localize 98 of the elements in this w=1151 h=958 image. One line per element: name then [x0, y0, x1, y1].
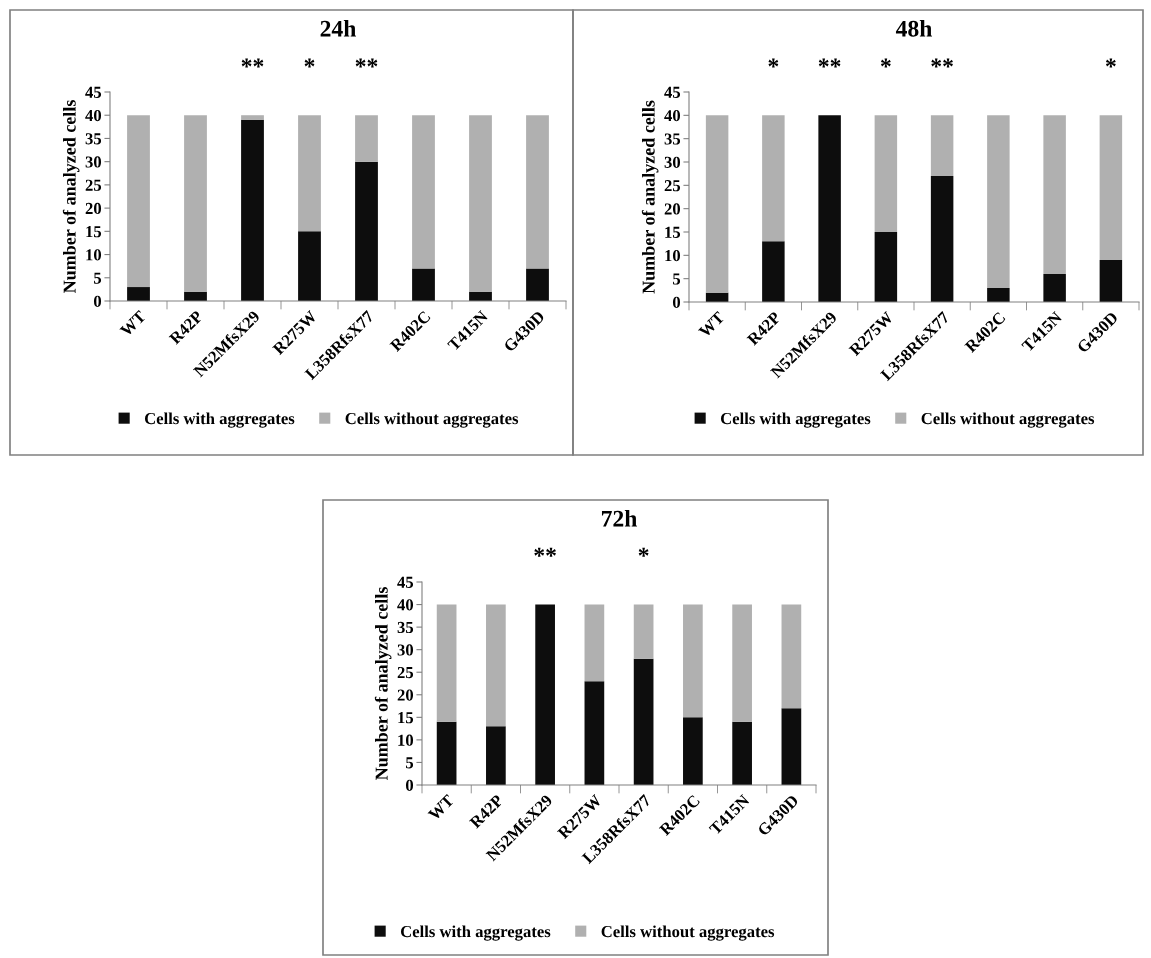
- annotation: *: [880, 58, 891, 68]
- bar: [584, 604, 605, 682]
- bar: [1043, 115, 1066, 274]
- bar: [683, 717, 703, 785]
- bar: [781, 708, 802, 785]
- x-tick-label: WT: [119, 309, 147, 338]
- bar: [633, 658, 654, 785]
- chart-title: 48h: [895, 20, 933, 37]
- y-tick-label: 30: [85, 156, 102, 168]
- annotation: **: [818, 58, 841, 68]
- y-tick-label: 15: [665, 226, 681, 238]
- y-tick-label: 30: [397, 644, 414, 656]
- y-tick-label: 10: [86, 249, 102, 261]
- y-axis-title: Number of analyzed cells: [374, 587, 392, 781]
- bar: [355, 115, 378, 162]
- bar: [469, 115, 492, 292]
- bar: [762, 115, 785, 242]
- annotation: *: [768, 58, 779, 68]
- y-tick-label: 35: [397, 621, 414, 634]
- bar: [241, 115, 264, 120]
- bar: [874, 115, 898, 232]
- bar: [535, 604, 555, 785]
- y-tick-label: 25: [85, 179, 102, 191]
- bar: [298, 115, 321, 232]
- bar: [818, 115, 841, 302]
- y-tick-label: 45: [664, 86, 681, 98]
- bar: [1043, 274, 1066, 302]
- legend-label: Cells without aggregates: [345, 412, 519, 428]
- chart-title: 72h: [601, 510, 638, 527]
- y-tick-label: 35: [85, 133, 102, 145]
- bar: [298, 231, 321, 301]
- y-tick-label: 40: [85, 109, 102, 122]
- y-tick-label: 0: [672, 296, 681, 308]
- bar: [1099, 260, 1123, 302]
- bar: [584, 681, 605, 785]
- y-tick-label: 0: [93, 295, 102, 307]
- y-tick-label: 5: [673, 273, 681, 285]
- y-tick-label: 15: [86, 226, 102, 238]
- bar: [127, 287, 150, 301]
- y-tick-label: 15: [398, 712, 414, 724]
- bar: [762, 241, 785, 302]
- bar: [486, 604, 506, 727]
- legend-label: Cells with aggregates: [720, 412, 871, 428]
- y-tick-label: 45: [85, 86, 102, 98]
- bar: [930, 176, 954, 302]
- y-tick-label: 45: [397, 576, 414, 588]
- bar: [633, 604, 654, 659]
- legend-label: Cells with aggregates: [400, 925, 551, 941]
- annotation: **: [241, 58, 264, 68]
- bar: [732, 721, 752, 785]
- bar: [705, 115, 729, 293]
- y-tick-label: 35: [664, 133, 681, 145]
- y-tick-label: 25: [664, 180, 681, 192]
- bar: [526, 115, 549, 269]
- annotation: *: [1105, 58, 1116, 68]
- bar: [683, 604, 703, 718]
- legend-label: Cells without aggregates: [921, 412, 1095, 428]
- bar: [526, 268, 549, 301]
- y-tick-label: 30: [664, 156, 681, 168]
- bar: [127, 115, 150, 288]
- bar: [930, 115, 954, 176]
- y-tick-label: 20: [397, 689, 414, 701]
- bar: [987, 288, 1010, 302]
- bar: [436, 721, 457, 785]
- y-tick-label: 40: [664, 110, 681, 122]
- bar: [486, 726, 506, 785]
- annotation: *: [304, 58, 315, 68]
- bar: [874, 232, 898, 302]
- annotation: **: [355, 58, 378, 68]
- legend-label: Cells without aggregates: [601, 925, 775, 941]
- annotation: **: [931, 58, 953, 68]
- y-axis-title: Number of analyzed cells: [62, 100, 80, 294]
- bar: [1099, 115, 1123, 260]
- bar: [732, 604, 752, 722]
- bar: [412, 268, 435, 301]
- x-tick-label: WT: [698, 310, 726, 339]
- bar: [355, 161, 378, 301]
- annotation: *: [638, 547, 649, 557]
- y-tick-label: 25: [397, 666, 414, 679]
- y-tick-label: 10: [398, 734, 414, 746]
- chart-title: 24h: [320, 20, 357, 37]
- y-tick-label: 40: [397, 599, 414, 611]
- y-tick-label: 0: [405, 779, 414, 791]
- bar: [436, 604, 457, 722]
- y-tick-label: 20: [664, 203, 681, 215]
- bar: [781, 604, 802, 709]
- legend-label: Cells with aggregates: [144, 412, 295, 428]
- x-tick-label: WT: [427, 793, 455, 822]
- y-tick-label: 20: [85, 202, 102, 215]
- bar: [412, 115, 435, 269]
- annotation: **: [534, 547, 556, 557]
- bar: [241, 119, 264, 301]
- bar: [987, 115, 1010, 288]
- y-tick-label: 10: [665, 250, 681, 262]
- y-axis-title: Number of analyzed cells: [641, 100, 659, 294]
- bar: [184, 115, 207, 292]
- y-tick-label: 5: [406, 757, 414, 769]
- y-tick-label: 5: [94, 272, 102, 284]
